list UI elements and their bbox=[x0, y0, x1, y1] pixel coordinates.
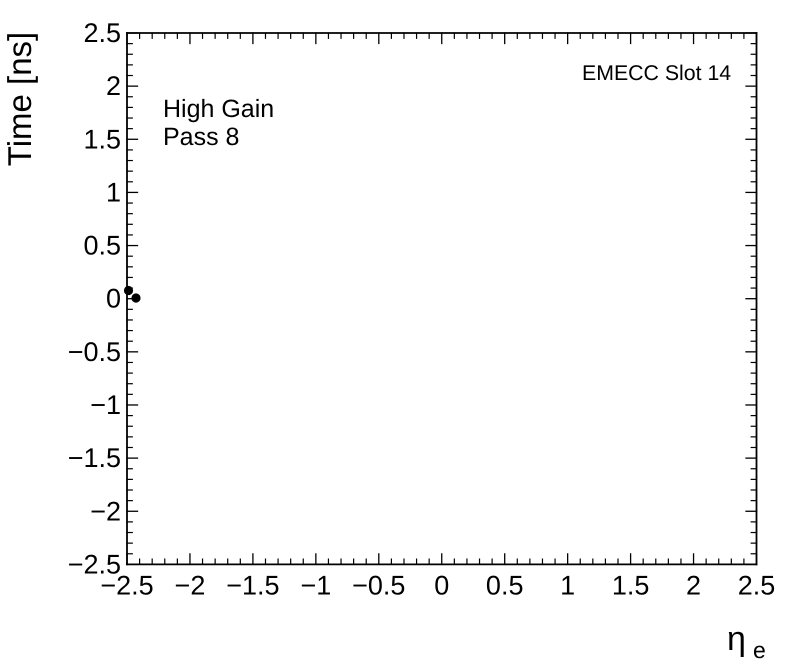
svg-text:Pass 8: Pass 8 bbox=[163, 123, 239, 151]
svg-text:−0.5: −0.5 bbox=[352, 570, 405, 600]
svg-text:0: 0 bbox=[434, 570, 449, 600]
svg-text:−1.5: −1.5 bbox=[226, 570, 279, 600]
svg-text:1: 1 bbox=[106, 177, 121, 207]
svg-text:−1: −1 bbox=[90, 390, 121, 420]
svg-text:−2: −2 bbox=[175, 570, 206, 600]
svg-text:−1.5: −1.5 bbox=[68, 443, 121, 473]
svg-text:1.5: 1.5 bbox=[83, 124, 121, 154]
svg-text:−2.5: −2.5 bbox=[68, 549, 121, 579]
svg-text:−2: −2 bbox=[90, 496, 121, 526]
svg-text:−0.5: −0.5 bbox=[68, 337, 121, 367]
svg-text:0.5: 0.5 bbox=[486, 570, 524, 600]
svg-text:1.5: 1.5 bbox=[612, 570, 650, 600]
svg-text:High Gain: High Gain bbox=[163, 95, 274, 123]
svg-text:η: η bbox=[727, 620, 746, 658]
svg-text:EMECC Slot 14: EMECC Slot 14 bbox=[582, 61, 731, 85]
svg-text:−1: −1 bbox=[300, 570, 331, 600]
svg-text:2: 2 bbox=[686, 570, 701, 600]
svg-text:e: e bbox=[753, 637, 766, 663]
svg-text:0: 0 bbox=[106, 284, 121, 314]
svg-text:2.5: 2.5 bbox=[738, 570, 776, 600]
svg-text:0.5: 0.5 bbox=[83, 231, 121, 261]
svg-text:1: 1 bbox=[560, 570, 575, 600]
svg-text:2.5: 2.5 bbox=[83, 18, 121, 48]
svg-text:Time [ns]: Time [ns] bbox=[1, 32, 38, 166]
svg-text:2: 2 bbox=[106, 71, 121, 101]
